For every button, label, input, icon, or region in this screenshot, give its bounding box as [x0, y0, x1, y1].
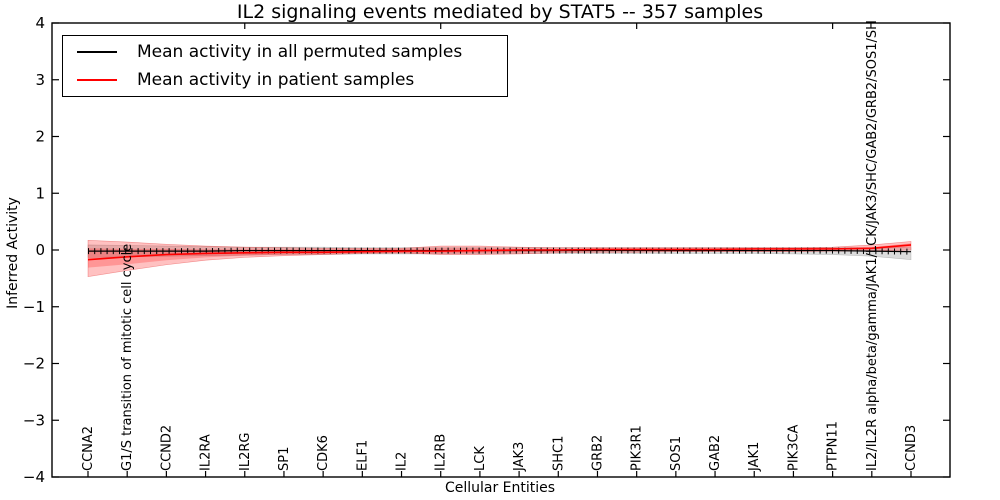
x-category-label: CCNA2 [81, 426, 96, 471]
x-category-label: IL2RG [238, 433, 253, 471]
legend-label: Mean activity in patient samples [137, 70, 415, 90]
x-category-label: IL2 [395, 452, 410, 471]
x-category-label: SP1 [277, 447, 292, 471]
chart-title: IL2 signaling events mediated by STAT5 -… [236, 1, 764, 23]
x-category-label: SHC1 [551, 436, 566, 471]
x-category-label: GAB2 [708, 435, 723, 471]
legend-label: Mean activity in all permuted samples [137, 42, 463, 62]
legend-item-patient: Mean activity in patient samples [63, 66, 507, 94]
y-tick-label: 3 [35, 71, 45, 89]
x-category-label: IL2RB [434, 434, 449, 471]
x-category-label: LCK [473, 446, 488, 471]
x-category-label: JAK1 [747, 442, 762, 472]
y-tick-label: 4 [35, 14, 45, 32]
band-patient-outer [87, 240, 912, 278]
x-category-label: IL2RA [199, 434, 214, 471]
mean-line-patient [87, 244, 912, 261]
legend-box: Mean activity in all permuted samples Me… [62, 35, 508, 97]
legend-line-sample-black [77, 51, 117, 53]
y-tick-label: 0 [35, 241, 45, 259]
y-tick-label: −4 [23, 468, 45, 486]
x-category-label: CCND2 [159, 425, 174, 471]
x-category-label: ELF1 [355, 440, 370, 471]
x-category-label: CCND3 [904, 425, 919, 471]
x-category-label: PIK3CA [786, 424, 801, 471]
y-tick-label: −2 [23, 355, 45, 373]
x-category-label: G1/S transition of mitotic cell cycle [120, 244, 135, 471]
y-tick-label: 1 [35, 184, 45, 202]
x-category-label: JAK3 [512, 442, 527, 472]
y-tick-label: −1 [23, 298, 45, 316]
x-category-label: PIK3R1 [630, 425, 645, 471]
legend-item-permuted: Mean activity in all permuted samples [63, 38, 507, 66]
x-category-label: PTPN11 [826, 421, 841, 471]
x-category-label: SOS1 [669, 436, 684, 471]
x-axis-label: Cellular Entities [444, 480, 556, 496]
y-tick-label: 2 [35, 128, 45, 146]
legend-line-sample-red [77, 79, 117, 81]
y-tick-label: −3 [23, 411, 45, 429]
x-category-label: GRB2 [590, 435, 605, 471]
y-axis-label: Inferred Activity [5, 197, 21, 309]
x-category-label: IL2/IL2R alpha/beta/gamma/JAK1/LCK/JAK3/… [865, 20, 880, 471]
x-category-label: CDK6 [316, 435, 331, 471]
